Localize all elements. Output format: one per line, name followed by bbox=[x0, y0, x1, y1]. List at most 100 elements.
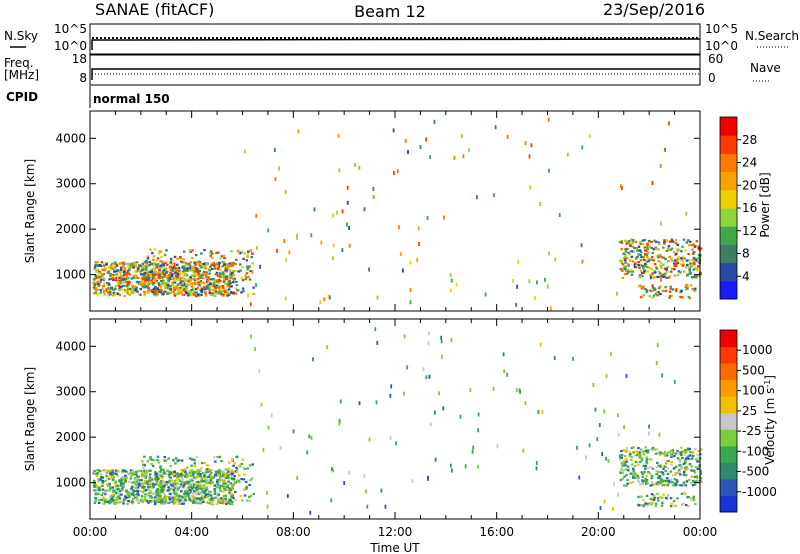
data-cell bbox=[250, 256, 253, 259]
data-cell bbox=[219, 497, 223, 500]
data-cell bbox=[148, 276, 151, 280]
data-cell bbox=[109, 291, 112, 294]
data-cell bbox=[690, 457, 694, 460]
data-cell bbox=[643, 238, 647, 242]
data-cell bbox=[429, 155, 431, 160]
data-cell bbox=[173, 491, 176, 494]
data-cell bbox=[94, 493, 98, 496]
data-cell bbox=[619, 260, 622, 263]
data-cell bbox=[146, 486, 150, 489]
data-cell bbox=[617, 413, 619, 418]
data-cell bbox=[243, 467, 246, 471]
data-cell bbox=[214, 263, 218, 266]
data-cell bbox=[134, 486, 138, 489]
colorbar-swatch bbox=[720, 226, 737, 245]
data-cell bbox=[278, 166, 280, 171]
data-cell bbox=[127, 500, 131, 503]
data-cell bbox=[219, 475, 222, 478]
data-cell bbox=[142, 499, 145, 502]
data-cell bbox=[648, 424, 650, 429]
data-cell bbox=[108, 293, 112, 296]
data-cell bbox=[217, 493, 220, 496]
data-cell bbox=[649, 275, 652, 280]
data-cell bbox=[680, 290, 683, 293]
data-cell bbox=[94, 264, 97, 267]
data-cell bbox=[210, 263, 214, 266]
data-cell bbox=[664, 483, 668, 486]
data-cell bbox=[166, 501, 169, 504]
data-cell bbox=[226, 484, 230, 487]
time-tick-label: 00:00 bbox=[73, 525, 108, 539]
data-cell bbox=[213, 279, 217, 282]
data-cell bbox=[209, 265, 212, 268]
data-cell bbox=[115, 270, 118, 273]
data-cell bbox=[223, 256, 226, 260]
data-cell bbox=[643, 265, 646, 268]
velocity-plot-bg bbox=[90, 319, 700, 519]
power-colorbar-label: Power [dB] bbox=[758, 172, 772, 237]
data-cell bbox=[160, 280, 163, 283]
data-cell bbox=[228, 277, 232, 280]
data-cell bbox=[666, 472, 670, 476]
data-cell bbox=[110, 275, 113, 278]
data-cell bbox=[660, 275, 663, 278]
data-cell bbox=[119, 280, 122, 283]
data-cell bbox=[286, 494, 289, 498]
nsearch-tick-bottom: 10^0 bbox=[705, 39, 738, 53]
data-cell bbox=[177, 478, 181, 481]
data-cell bbox=[222, 261, 226, 264]
data-cell bbox=[212, 261, 215, 265]
data-cell bbox=[634, 266, 637, 269]
data-cell bbox=[279, 445, 282, 450]
data-cell bbox=[196, 480, 200, 484]
data-cell bbox=[111, 496, 115, 499]
data-cell bbox=[239, 269, 242, 272]
data-cell bbox=[152, 255, 156, 258]
data-cell bbox=[661, 471, 665, 474]
data-cell bbox=[126, 493, 129, 496]
data-cell bbox=[118, 501, 122, 504]
data-cell bbox=[232, 471, 235, 474]
data-cell bbox=[109, 471, 113, 474]
data-cell bbox=[129, 469, 133, 472]
data-cell bbox=[232, 464, 235, 467]
data-cell bbox=[395, 441, 397, 446]
data-cell bbox=[171, 496, 174, 499]
data-cell bbox=[116, 475, 120, 478]
data-cell bbox=[153, 262, 156, 265]
data-cell bbox=[108, 502, 111, 505]
data-cell bbox=[396, 169, 399, 174]
data-cell bbox=[651, 286, 655, 289]
data-cell bbox=[537, 410, 540, 414]
data-cell bbox=[429, 422, 432, 427]
data-cell bbox=[169, 464, 172, 467]
data-cell bbox=[250, 477, 254, 480]
data-cell bbox=[93, 479, 96, 482]
data-cell bbox=[192, 278, 195, 281]
data-cell bbox=[121, 265, 125, 268]
colorbar-swatch bbox=[720, 478, 737, 496]
data-cell bbox=[168, 276, 172, 279]
data-cell bbox=[657, 270, 661, 273]
data-cell bbox=[228, 274, 231, 277]
data-cell bbox=[624, 261, 627, 264]
colorbar-swatch bbox=[720, 396, 737, 414]
data-cell bbox=[213, 488, 217, 491]
data-cell bbox=[251, 269, 254, 274]
data-cell bbox=[175, 495, 179, 498]
data-cell bbox=[140, 495, 144, 498]
data-cell bbox=[476, 195, 478, 200]
data-cell bbox=[637, 261, 640, 264]
data-cell bbox=[105, 262, 108, 265]
data-cell bbox=[512, 278, 514, 283]
data-cell bbox=[229, 273, 232, 276]
data-cell bbox=[668, 240, 672, 243]
data-cell bbox=[644, 464, 647, 468]
data-cell bbox=[209, 282, 212, 285]
data-cell bbox=[232, 484, 235, 487]
data-cell bbox=[182, 482, 185, 485]
data-cell bbox=[621, 269, 624, 272]
data-cell bbox=[337, 133, 340, 138]
data-cell bbox=[135, 470, 138, 473]
data-cell bbox=[214, 273, 218, 276]
